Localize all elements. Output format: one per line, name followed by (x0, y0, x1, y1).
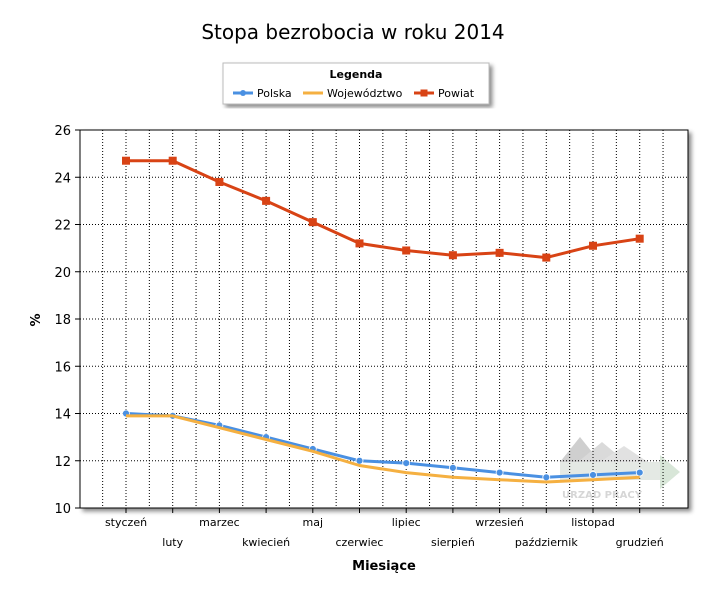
data-point-polska (495, 468, 504, 477)
legend-label-wojew-dztwo: Województwo (327, 87, 403, 100)
y-axis-title: % (29, 313, 44, 326)
data-point-powiat (308, 218, 317, 227)
grid (80, 130, 688, 508)
x-tick-label: czerwiec (336, 536, 384, 549)
data-point-polska (589, 471, 597, 479)
data-point-powiat (122, 156, 130, 165)
y-tick-label: 26 (54, 124, 71, 139)
x-tick-label: luty (162, 536, 183, 549)
y-tick-label: 18 (54, 313, 71, 328)
data-point-powiat (448, 251, 457, 260)
x-axis-title: Miesiące (352, 559, 416, 574)
x-tick-label: styczeń (105, 516, 147, 529)
data-point-powiat (355, 239, 364, 248)
x-tick-label: grudzień (616, 536, 664, 549)
x-tick-label: sierpień (431, 536, 475, 549)
data-point-polska (448, 463, 457, 472)
series-line-polska (125, 412, 640, 479)
legend: Legenda Polska Województwo Powiat (222, 62, 490, 105)
data-point-powiat (635, 234, 644, 243)
x-tick-label: maj (303, 516, 324, 529)
data-point-polska (402, 459, 411, 468)
series-line-powiat (126, 159, 640, 260)
x-tick-label: wrzesień (475, 516, 524, 529)
x-tick-label: marzec (199, 516, 240, 529)
data-point-polska (542, 473, 551, 482)
x-tick-label: kwiecień (242, 536, 290, 549)
urzad-pracy-watermark: URZĄD PRACY (560, 437, 680, 501)
y-tick-label: 10 (54, 502, 71, 517)
data-point-powiat (542, 253, 551, 262)
data-point-powiat (168, 156, 177, 165)
legend-title: Legenda (330, 68, 383, 81)
x-tick-label: październik (515, 536, 578, 549)
watermark-text: URZĄD PRACY (562, 490, 643, 501)
y-tick-label: 14 (54, 408, 71, 423)
x-tick-label: lipiec (392, 516, 421, 529)
axes: 10 12 14 16 18 20 22 24 26 styczeń luty marzeckwiec… (54, 124, 663, 549)
legend-label-polska: Polska (257, 87, 292, 100)
chart-title: Stopa bezrobocia w roku 2014 (201, 20, 504, 44)
data-point-polska (635, 468, 644, 477)
data-point-powiat (495, 248, 504, 257)
y-tick-label: 12 (54, 455, 71, 470)
y-tick-label: 20 (54, 266, 71, 281)
legend-marker-polska (240, 90, 246, 96)
y-tick-label: 22 (54, 219, 71, 234)
legend-label-powiat: Powiat (438, 87, 475, 100)
series-line-wojew-dztwo (126, 414, 640, 484)
y-tick-label: 24 (54, 171, 71, 186)
series (122, 156, 644, 484)
data-point-powiat (402, 246, 411, 255)
data-point-powiat (215, 177, 224, 186)
y-tick-label: 16 (54, 360, 71, 375)
data-point-powiat (589, 241, 597, 250)
legend-marker-powiat (420, 89, 428, 97)
data-point-powiat (262, 196, 271, 205)
x-tick-label: listopad (571, 516, 615, 529)
